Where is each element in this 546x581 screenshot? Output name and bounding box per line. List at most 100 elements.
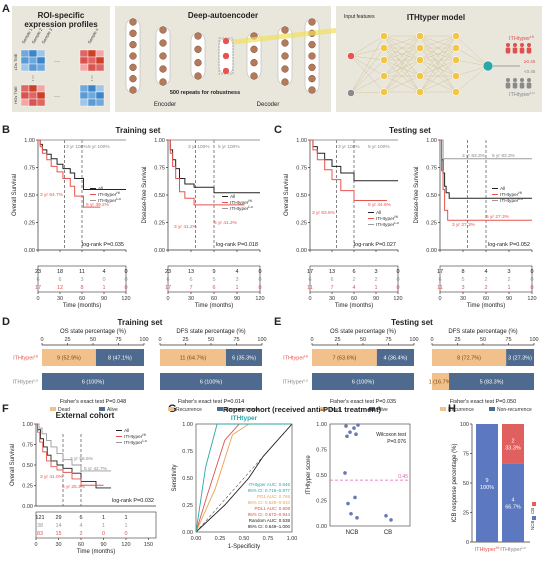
y-tick-label: 1.00 xyxy=(316,422,327,428)
score-dot xyxy=(355,516,359,520)
risk-count: 12 xyxy=(57,285,63,291)
ellipsis: ··· xyxy=(54,59,60,65)
matrix-cell xyxy=(36,49,46,58)
x-tick-label: 0 xyxy=(166,296,169,302)
panel-letter-f: F xyxy=(2,403,9,415)
matrix-cell xyxy=(28,98,38,107)
bar-segment xyxy=(312,349,377,366)
risk-count: 1 xyxy=(374,285,377,291)
auc-text: PDL1 AUC: 0.808 xyxy=(254,506,290,511)
matrix-cell xyxy=(20,63,30,72)
matrix-cell xyxy=(28,84,38,93)
network-edge xyxy=(350,35,385,57)
bar-segment-label: 6 (100%) xyxy=(200,380,222,386)
x-tick-label: 0.50 xyxy=(239,536,250,542)
autoencoder-node xyxy=(194,72,202,80)
risk-count: 1 xyxy=(102,515,105,521)
km-curve-hi xyxy=(440,139,532,221)
y-tick-label: 0.75 xyxy=(296,166,307,172)
input-features-label: Input features xyxy=(344,14,375,20)
y-tick-label: 0.75 xyxy=(24,166,35,172)
legend-label: All xyxy=(376,210,381,216)
network-node xyxy=(347,89,355,97)
bar-segment-label: 4 (36.4%) xyxy=(384,356,408,362)
bar-x-tick: 0 xyxy=(158,337,161,343)
x-tick-label: 120 xyxy=(255,296,264,302)
panel-letter-d: D xyxy=(2,316,10,328)
panel-g-title: Roper cohort (received anti-PDL1 treatme… xyxy=(223,405,381,414)
legend-label: Non-recurrence xyxy=(497,407,532,413)
panel-letter-c: C xyxy=(274,124,282,136)
matrix-cell xyxy=(95,63,105,72)
bar-x-tick: 0 xyxy=(40,337,43,343)
network-node xyxy=(416,88,424,96)
y-tick-label: 0.00 xyxy=(316,524,327,530)
bar-segment-label: 3 (27.3%) xyxy=(508,356,532,362)
score-dot xyxy=(345,434,349,439)
legend-label: ITHtyperLo xyxy=(376,220,400,228)
matrix-cell xyxy=(36,56,46,65)
legend-label: All xyxy=(98,186,103,192)
bar-segment xyxy=(95,349,144,366)
decoder-label: Decoder xyxy=(257,102,280,108)
bar-x-label: ITHtyperHi xyxy=(475,545,500,553)
score-dot xyxy=(343,471,347,475)
bar-segment xyxy=(225,349,262,366)
risk-count: 2 xyxy=(352,277,355,283)
y-tick-label: 1.00 xyxy=(296,138,307,144)
x-axis-label: Time (months) xyxy=(467,303,505,309)
bar-row-label: ITHtyperHi xyxy=(13,354,38,362)
survival-annotation: 3 yr 41.2% xyxy=(174,224,198,230)
bar-x-tick: 75 xyxy=(385,337,391,343)
y-axis-label: Disease-free Survival xyxy=(414,166,420,223)
legend-label: CB xyxy=(530,508,535,514)
matrix-cell xyxy=(79,91,89,100)
risk-count: 1 xyxy=(102,285,105,291)
km-curve-hi xyxy=(168,139,245,206)
y-axis-label: Disease-free Survival xyxy=(142,166,148,223)
survival-annotation: 5 yr 27.3% xyxy=(486,214,510,220)
score-dot xyxy=(348,430,352,434)
y-tick-label: 0.75 xyxy=(182,449,193,455)
matrix-cell xyxy=(28,49,38,58)
logrank-p: log-rank P=0.035 xyxy=(82,242,124,248)
km-curve-all xyxy=(36,423,111,489)
x-tick-label: 90 xyxy=(373,296,379,302)
matrix-cell xyxy=(79,63,89,72)
risk-count: 4 xyxy=(102,269,105,275)
x-tick-label: 30 xyxy=(55,542,61,548)
legend-label: ITHtyperHi xyxy=(376,214,398,222)
legend-label: Dead xyxy=(328,407,340,413)
network-edge xyxy=(455,65,489,93)
icb-response-bars: 0 25 50 75 100 ICB response percentage (%) 910… xyxy=(452,422,536,553)
matrix-cell xyxy=(95,84,105,93)
risk-count: 3 xyxy=(80,277,83,283)
repeats-label: 500 repeats for robustness xyxy=(170,90,240,96)
risk-count: 6 xyxy=(166,277,169,283)
y-tick-label: 0.50 xyxy=(22,463,33,469)
person-icon xyxy=(513,43,517,47)
person-icon xyxy=(526,47,532,54)
risk-count: 13 xyxy=(329,269,335,275)
auc-text: 95% CI: 0.716–0.977 xyxy=(248,488,291,493)
network-edge xyxy=(350,91,385,94)
roc-curve xyxy=(195,423,292,533)
y-axis-label: ITHtyper score xyxy=(306,455,312,495)
legend-label: ITHtyperLo xyxy=(500,196,524,204)
network-edge xyxy=(350,75,385,94)
risk-count: 5 xyxy=(212,277,215,283)
km-training-dfs: 0.00 0.25 0.50 0.75 1.00 Disease-free Surviva… xyxy=(142,138,265,309)
roi-title-line2: expression profiles xyxy=(24,20,98,29)
network-edge xyxy=(383,75,421,93)
risk-count: 1 xyxy=(507,285,510,291)
autoencoder-node xyxy=(250,45,258,53)
y-tick-label: 0.00 xyxy=(426,248,437,254)
matrix-cell xyxy=(20,98,30,107)
panel-f-title: External cohort xyxy=(56,411,115,420)
network-edge xyxy=(455,47,489,67)
risk-count: 1 xyxy=(102,523,105,529)
matrix-cell xyxy=(79,84,89,93)
x-tick-label: 0 xyxy=(308,296,311,302)
bar-x-tick: 0 xyxy=(310,337,313,343)
ellipsis: ⋮ xyxy=(89,76,95,82)
